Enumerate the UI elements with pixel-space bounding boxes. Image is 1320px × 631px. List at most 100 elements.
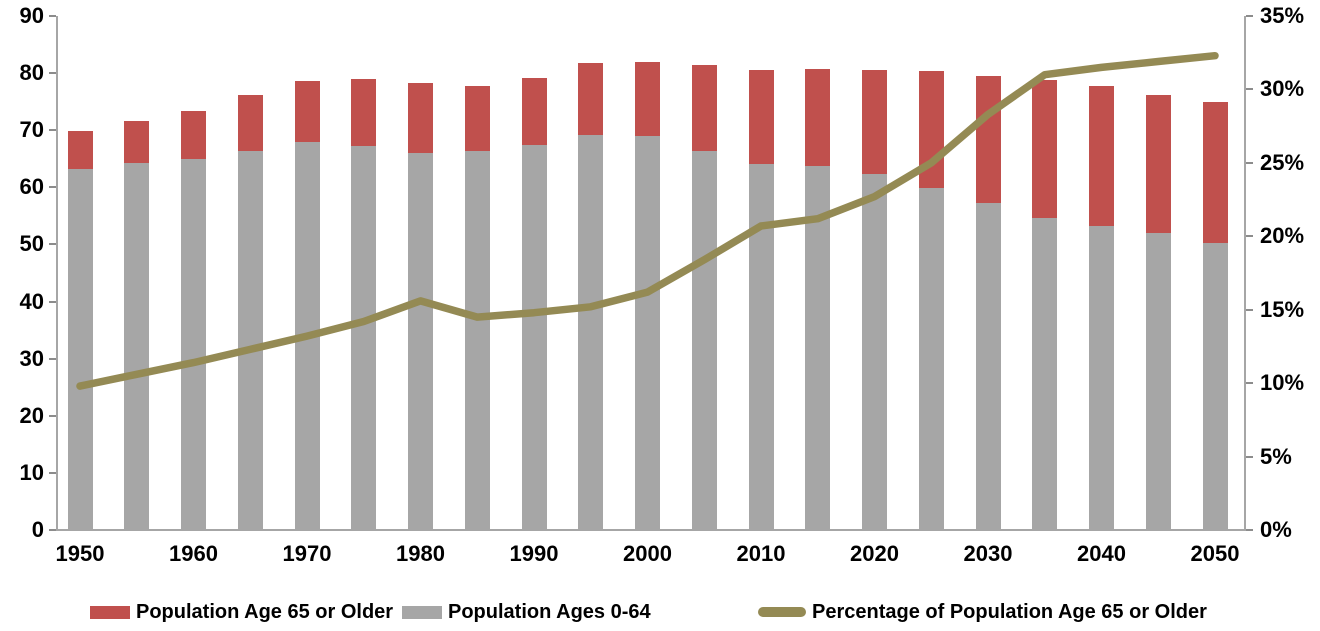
right-axis-label: 25% [1260,149,1305,175]
x-axis-label: 2040 [1077,541,1126,566]
left-axis-label: 30 [19,345,44,371]
right-axis-label: 30% [1260,76,1305,102]
bar-age-65-or-older [1202,102,1228,243]
right-axis-label: 5% [1260,443,1292,469]
bar-ages-0-64 [294,142,320,530]
bar-age-65-or-older [237,95,263,151]
left-axis-label: 10 [19,459,44,485]
bar-ages-0-64 [635,135,660,530]
bar-ages-0-64 [862,174,887,530]
bar-age-65-or-older [805,68,831,167]
bar-ages-0-64 [1202,242,1228,530]
right-axis-label: 0% [1260,517,1292,542]
legend-swatch-age-65-or-older [90,605,130,619]
right-axis-tick [1246,161,1253,164]
right-axis-label: 20% [1260,223,1305,249]
left-axis-line [56,16,58,530]
x-axis-label: 1960 [169,541,218,566]
right-axis-label: 10% [1260,370,1305,396]
bar-age-65-or-older [918,71,944,189]
bar-ages-0-64 [975,203,1001,530]
bar-ages-0-64 [408,153,433,530]
left-axis-tick [49,15,56,17]
bar-ages-0-64 [805,166,831,530]
left-axis-label: 20 [19,402,44,428]
legend-label-ages-0-64: Population Ages 0-64 [448,600,651,623]
bar-ages-0-64 [124,163,150,530]
bar-age-65-or-older [748,69,774,165]
x-axis-label: 2050 [1190,541,1240,566]
legend-label-percentage-age-65: Percentage of Population Age 65 or Older [812,600,1207,623]
left-axis-tick [49,471,56,474]
left-axis-tick [49,357,56,360]
bar-age-65-or-older [464,85,490,151]
bar-ages-0-64 [918,188,944,530]
right-axis-tick [1246,308,1253,311]
left-axis-label: 90 [19,3,44,28]
right-axis-tick [1246,382,1253,385]
right-axis-label: 35% [1260,3,1305,28]
bar-age-65-or-older [862,69,887,175]
bar-ages-0-64 [578,134,604,530]
x-axis-label: 2030 [963,541,1013,566]
legend-swatch-percentage-line [758,607,806,617]
bar-age-65-or-older [351,78,377,146]
bar-age-65-or-older [578,62,604,135]
x-axis-label: 1980 [396,541,445,566]
bar-ages-0-64 [1145,233,1171,530]
right-axis-label: 15% [1260,296,1305,322]
left-axis-label: 40 [19,288,44,314]
bar-ages-0-64 [521,145,547,530]
right-axis-tick [1246,235,1253,238]
right-axis-line [1244,16,1246,530]
bar-ages-0-64 [691,150,717,530]
bar-ages-0-64 [1089,225,1114,530]
legend-swatch-ages-0-64 [402,605,442,619]
left-axis-tick [49,72,56,75]
bar-age-65-or-older [67,130,93,170]
left-axis-tick [49,186,56,189]
left-axis-label: 70 [19,117,44,143]
right-axis-tick [1246,529,1253,531]
legend: Population Age 65 or Older Population Ag… [0,597,1320,627]
legend-item-ages-0-64: Population Ages 0-64 [402,597,651,627]
bar-age-65-or-older [635,61,660,136]
left-axis-label: 0 [31,517,44,542]
legend-item-percentage-age-65: Percentage of Population Age 65 or Older [758,597,1207,627]
bar-ages-0-64 [464,150,490,530]
x-axis-label: 2000 [623,541,672,566]
x-axis-label: 1950 [55,541,105,566]
bar-age-65-or-older [1032,79,1058,218]
bar-age-65-or-older [975,75,1001,204]
legend-item-age-65-or-older: Population Age 65 or Older [90,597,393,627]
x-axis-label: 1970 [282,541,332,566]
left-axis-tick [49,414,56,417]
bar-age-65-or-older [1145,94,1171,234]
x-axis-label: 2010 [736,541,786,566]
bar-age-65-or-older [181,111,206,160]
bar-age-65-or-older [1089,86,1114,226]
bar-age-65-or-older [124,121,150,164]
x-axis-label: 1990 [509,541,559,566]
left-axis-tick [49,243,56,246]
bar-ages-0-64 [237,150,263,530]
left-axis-tick [49,129,56,132]
bar-age-65-or-older [521,77,547,146]
right-axis-tick [1246,455,1253,458]
legend-label-age-65-or-older: Population Age 65 or Older [136,600,394,623]
bar-age-65-or-older [294,80,320,143]
x-axis-line [56,529,1253,531]
left-axis-label: 80 [19,60,44,86]
left-axis-tick [49,529,56,531]
bar-ages-0-64 [67,169,93,530]
right-axis-tick [1246,15,1253,17]
bar-ages-0-64 [1032,217,1058,530]
left-axis-tick [49,300,56,303]
left-axis-label: 50 [19,231,44,257]
bar-ages-0-64 [748,164,774,530]
bar-age-65-or-older [408,82,433,154]
x-axis-label: 2020 [850,541,899,566]
bar-age-65-or-older [691,65,717,151]
right-axis-tick [1246,88,1253,91]
